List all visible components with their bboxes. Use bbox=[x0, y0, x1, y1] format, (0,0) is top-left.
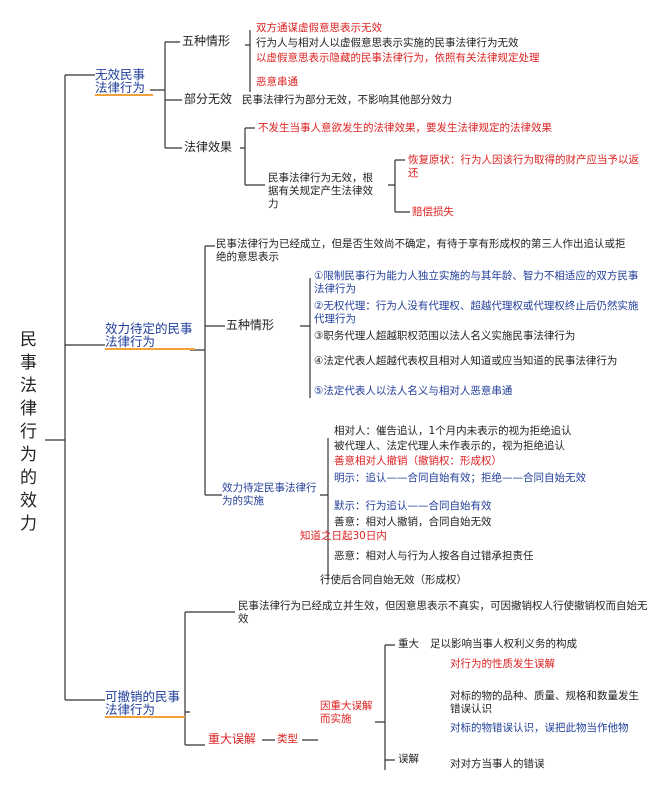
detail: 双方通谋虚假意思表示无效 bbox=[256, 22, 382, 34]
node-label: 重大 bbox=[398, 638, 419, 650]
detail: 恶意：相对人与行为人按各自过错承担责任 bbox=[334, 550, 534, 562]
detail: ①限制民事行为能力人独立实施的与其年龄、智力不相适应的双方民事法律行为 bbox=[314, 270, 639, 295]
definition: 民事法律行为已经成立并生效，但因意思表示不真实，可因撤销权人行使撤销权而自始无效 bbox=[238, 600, 648, 625]
detail: 对标的物错误认识，误把此物当作他物 bbox=[450, 722, 629, 734]
detail: 善意：相对人撤销，合同自始无效 bbox=[334, 516, 492, 528]
detail: 以虚假意思表示隐藏的民事法律行为，依照有关法律规定处理 bbox=[256, 52, 540, 64]
detail: 知道之日起30日内 bbox=[300, 530, 387, 542]
definition: 民事法律行为已经成立，但是否生效尚不确定，有待于享有形成权的第三人作出追认或拒绝… bbox=[216, 238, 626, 263]
detail: 被代理人、法定代理人未作表示的，视为拒绝追认 bbox=[334, 440, 565, 452]
node-label: 误解 bbox=[398, 753, 419, 765]
detail: 民事法律行为部分无效，不影响其他部分效力 bbox=[242, 94, 452, 106]
detail: 相对人：催告追认，1个月内未表示的视为拒绝追认 bbox=[334, 425, 572, 437]
branch-label: 无效民事法律行为 bbox=[95, 68, 153, 96]
detail: 对行为的性质发生误解 bbox=[450, 658, 555, 670]
node-label: 五种情形 bbox=[226, 318, 275, 332]
detail: 行为人与相对人以虚假意思表示实施的民事法律行为无效 bbox=[256, 37, 519, 49]
detail: 善意相对人撤销（撤销权：形成权） bbox=[334, 455, 502, 467]
node-label: 效力待定民事法律行为的实施 bbox=[222, 482, 317, 507]
node-label: 法律效果 bbox=[184, 140, 233, 154]
detail: 明示：追认——合同自始有效；拒绝——合同自始无效 bbox=[334, 472, 586, 484]
detail: ⑤法定代表人以法人名义与相对人恶意串通 bbox=[314, 385, 513, 397]
detail: 对对方当事人的错误 bbox=[450, 758, 545, 770]
detail: ④法定代表人超越代表权且相对人知道或应当知道的民事法律行为 bbox=[314, 355, 618, 367]
detail: 不发生当事人意欲发生的法律效果，要发生法律规定的法律效果 bbox=[258, 122, 552, 134]
node-label: 类型 bbox=[277, 733, 298, 745]
detail: 默示：行为追认——合同自始有效 bbox=[334, 500, 492, 512]
node-label: 因重大误解而实施 bbox=[320, 700, 373, 725]
node-label: 五种情形 bbox=[182, 34, 231, 48]
detail: ②无权代理：行为人没有代理权、超越代理权或代理权终止后仍然实施代理行为 bbox=[314, 300, 639, 325]
detail: ③职务代理人超越职权范围以法人名义实施民事法律行为 bbox=[314, 330, 576, 342]
branch-label: 可撤销的民事法律行为 bbox=[105, 690, 185, 718]
detail: 行使后合同自始无效（形成权） bbox=[320, 574, 467, 586]
detail: 足以影响当事人权利义务的构成 bbox=[430, 638, 577, 650]
result: 恢复原状：行为人因该行为取得的财产应当予以返还 bbox=[408, 154, 639, 179]
node-label: 重大误解 bbox=[208, 732, 257, 746]
result: 赔偿损失 bbox=[412, 206, 454, 218]
root-node: 民事法律行为的效力 bbox=[16, 330, 36, 537]
branch-label: 效力待定的民事法律行为 bbox=[105, 322, 195, 350]
detail: 对标的物的品种、质量、规格和数量发生错误认识 bbox=[450, 690, 639, 715]
detail: 恶意串通 bbox=[256, 76, 298, 88]
node-label: 部分无效 bbox=[184, 92, 233, 106]
detail: 民事法律行为无效，根据有关规定产生法律效力 bbox=[268, 172, 373, 210]
